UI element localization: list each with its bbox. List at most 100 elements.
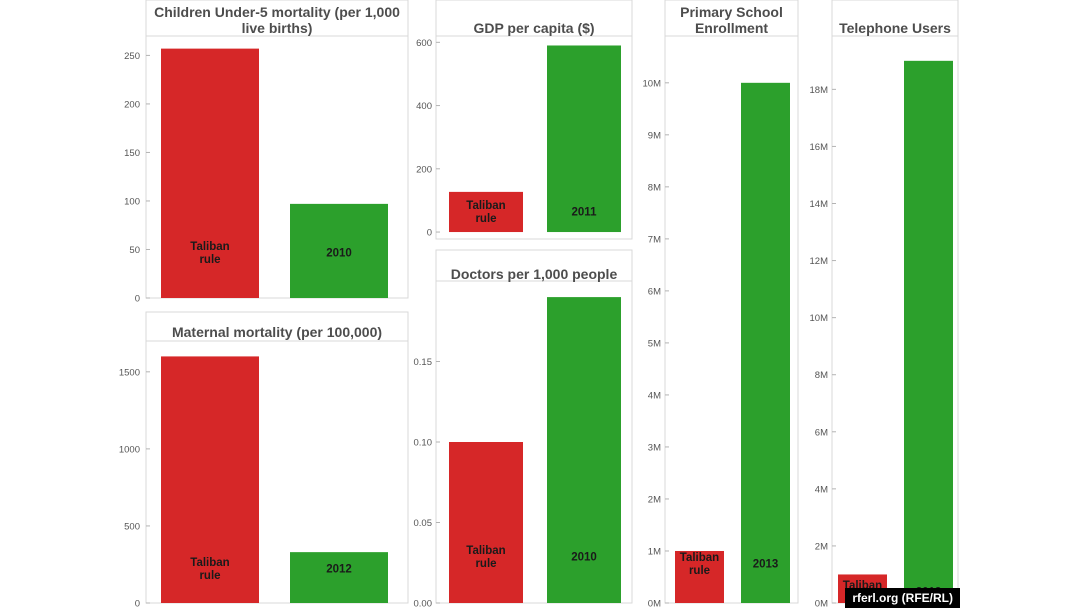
- y-tick-label: 7M: [648, 234, 661, 245]
- chart-title: Primary School Enrollment: [680, 4, 783, 36]
- chart-title-line: Primary School: [680, 4, 783, 20]
- chart-title: Maternal mortality (per 100,000): [172, 324, 382, 340]
- y-tick-label: 500: [124, 521, 140, 532]
- y-tick-label: 1500: [119, 367, 140, 378]
- y-tick-label: 8M: [815, 370, 828, 381]
- bar-recent: [904, 60, 953, 603]
- bar-label: 2012: [326, 564, 352, 576]
- chart-title: Children Under-5 mortality (per 1,000 liv…: [154, 4, 400, 36]
- bar-taliban-rule: [161, 48, 259, 299]
- panel-frame: [145, 311, 409, 604]
- y-tick-label: 1M: [648, 546, 661, 557]
- y-tick-label: 2M: [815, 541, 828, 552]
- y-tick-label: 16M: [810, 142, 829, 153]
- bar-label-line: rule: [199, 254, 220, 266]
- chart-title-line: Enrollment: [695, 20, 768, 36]
- y-tick-label: 100: [124, 196, 140, 207]
- y-tick-label: 14M: [810, 199, 829, 210]
- bar-label-line: 2010: [326, 248, 352, 260]
- chart-gdp-per-capita: GDP per capita ($) 0 200 400 600 Taliban rule 2…: [416, 0, 633, 240]
- y-tick-label: 2M: [648, 494, 661, 505]
- bar-label-line: 2012: [326, 564, 352, 576]
- bar-label-line: 2011: [572, 207, 598, 219]
- y-tick-label: 5M: [648, 338, 661, 349]
- chart-title-line: Children Under-5 mortality (per 1,000: [154, 4, 400, 20]
- bar-recent: [290, 552, 388, 603]
- y-tick-label: 0: [135, 599, 140, 608]
- y-tick-label: 18M: [810, 85, 829, 96]
- bar-label-line: 2010: [571, 552, 597, 564]
- chart-title: Telephone Users: [839, 20, 951, 36]
- panel-frame: [664, 0, 799, 604]
- chart-title: GDP per capita ($): [473, 20, 594, 36]
- chart-doctors-per-1000: Doctors per 1,000 people 0.00 0.05 0.10 0.15…: [414, 249, 633, 608]
- chart-under5-mortality: Children Under-5 mortality (per 1,000 liv…: [124, 0, 409, 305]
- chart-title-line: Doctors per 1,000 people: [451, 266, 618, 282]
- chart-title: Doctors per 1,000 people: [451, 266, 618, 282]
- bar-label-line: Taliban: [680, 552, 719, 564]
- bar-label-line: rule: [475, 558, 496, 570]
- chart-title-line: Telephone Users: [839, 20, 951, 36]
- y-tick-label: 600: [416, 38, 432, 49]
- bar-label: 2013: [753, 559, 779, 571]
- y-tick-label: 0.15: [414, 357, 433, 368]
- y-tick-label: 10M: [643, 78, 662, 89]
- bar-taliban-rule: [161, 356, 259, 603]
- bar-taliban-rule: [675, 550, 724, 603]
- bar-taliban-rule: [449, 191, 523, 233]
- y-tick-label: 200: [416, 164, 432, 175]
- chart-telephone-users: Telephone Users 0M 2M 4M 6M 8M 10M 12M 14M 16M 18M…: [810, 0, 959, 608]
- panel-frame: [435, 0, 633, 240]
- y-tick-label: 0M: [815, 599, 828, 608]
- chart-title-line: live births): [242, 20, 313, 36]
- bar-recent: [290, 203, 388, 298]
- chart-title-line: Maternal mortality (per 100,000): [172, 324, 382, 340]
- y-tick-label: 1000: [119, 444, 140, 455]
- y-tick-label: 150: [124, 148, 140, 159]
- y-tick-label: 9M: [648, 130, 661, 141]
- y-tick-label: 200: [124, 99, 140, 110]
- bar-label-line: Taliban: [190, 557, 229, 569]
- bar-label-line: rule: [199, 570, 220, 582]
- bar-label-line: Taliban: [466, 545, 505, 557]
- y-tick-label: 6M: [648, 286, 661, 297]
- chart-maternal-mortality: Maternal mortality (per 100,000) 0 500 1000…: [119, 311, 409, 608]
- bar-recent: [741, 82, 790, 603]
- bar-label-line: rule: [475, 213, 496, 225]
- y-tick-label: 10M: [810, 313, 829, 324]
- bar-label-line: Taliban: [466, 200, 505, 212]
- bar-label: 2011: [572, 207, 598, 219]
- y-tick-label: 400: [416, 101, 432, 112]
- bar-label-line: rule: [689, 565, 710, 577]
- y-tick-label: 4M: [648, 390, 661, 401]
- y-tick-label: 0.05: [414, 518, 433, 529]
- y-tick-label: 12M: [810, 256, 829, 267]
- bar-label-line: 2013: [753, 559, 779, 571]
- y-tick-label: 50: [129, 245, 140, 256]
- y-tick-label: 0M: [648, 599, 661, 608]
- y-tick-label: 0.00: [414, 599, 433, 608]
- y-tick-label: 0: [135, 294, 140, 305]
- panel-frame: [145, 0, 409, 299]
- source-credit: rferl.org (RFE/RL): [845, 588, 960, 608]
- bar-label: 2010: [571, 552, 597, 564]
- y-tick-label: 8M: [648, 182, 661, 193]
- chart-primary-enrollment: Primary School Enrollment 0M 1M 2M 3M 4M 5M 6M 7M…: [643, 0, 799, 608]
- bar-label-line: Taliban: [190, 241, 229, 253]
- bar-recent: [547, 297, 621, 603]
- y-tick-label: 250: [124, 51, 140, 62]
- y-tick-label: 4M: [815, 484, 828, 495]
- y-tick-label: 0.10: [414, 438, 433, 449]
- bar-taliban-rule: [449, 442, 523, 603]
- chart-title-line: GDP per capita ($): [473, 20, 594, 36]
- panel-frame: [435, 249, 633, 604]
- y-tick-label: 3M: [648, 442, 661, 453]
- y-tick-label: 6M: [815, 427, 828, 438]
- bar-label: 2010: [326, 248, 352, 260]
- y-tick-label: 0: [427, 228, 432, 239]
